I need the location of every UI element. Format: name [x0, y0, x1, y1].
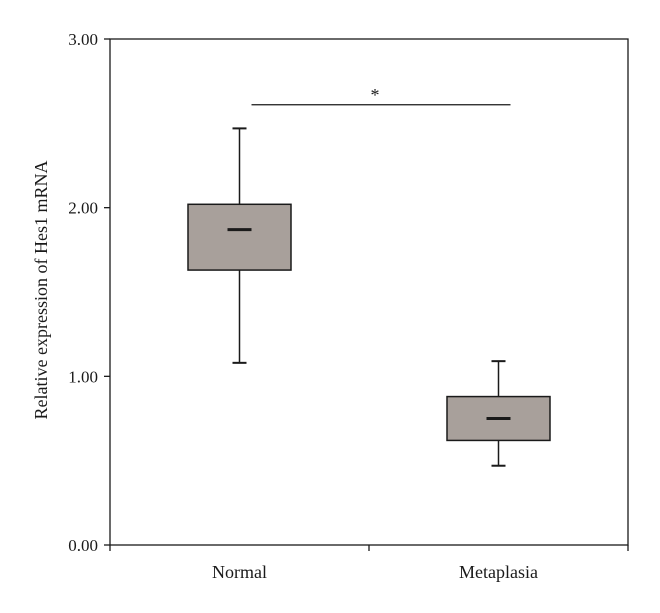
x-tick-label: Normal [212, 562, 267, 582]
y-tick-label: 3.00 [68, 30, 98, 49]
iqr-box [187, 203, 292, 271]
box-series [187, 127, 551, 467]
plot-area-border [109, 38, 629, 546]
significance-marker: * [251, 85, 511, 106]
significance-label: * [371, 85, 380, 105]
y-tick-label: 0.00 [68, 536, 98, 555]
y-axis-ticks: 0.00 1.00 2.00 3.00 [68, 30, 110, 555]
x-axis-ticks: Normal Metaplasia [109, 545, 629, 582]
y-tick-label: 1.00 [68, 367, 98, 386]
y-axis-title: Relative expression of Hes1 mRNA [31, 161, 51, 420]
y-tick-label: 2.00 [68, 199, 98, 218]
x-tick-label: Metaplasia [459, 562, 538, 582]
plot-frame [109, 38, 629, 546]
box-normal [187, 127, 292, 364]
box-metaplasia [446, 360, 551, 467]
